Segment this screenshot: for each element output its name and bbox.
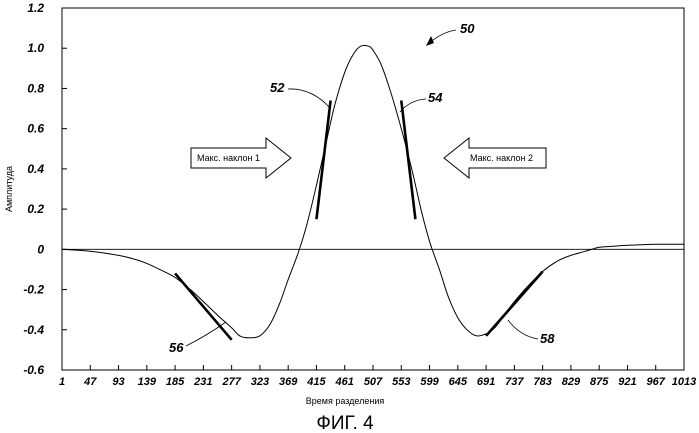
- x-tick-label: 829: [562, 376, 581, 388]
- x-tick-label: 415: [306, 376, 326, 388]
- y-tick-label: 1.0: [27, 41, 44, 55]
- x-tick-label: 921: [618, 376, 636, 388]
- x-tick-label: 645: [449, 376, 468, 388]
- ref-54-leader: [400, 99, 426, 112]
- x-tick-label: 507: [364, 376, 383, 388]
- ref-56: 56: [169, 340, 184, 355]
- x-tick-label: 185: [166, 376, 185, 388]
- slope-segment-2: [401, 101, 415, 220]
- x-tick-label: 553: [392, 376, 410, 388]
- y-tick-label: 0.4: [27, 162, 44, 176]
- y-tick-label: 1.2: [27, 1, 44, 15]
- ref-58: 58: [540, 331, 555, 346]
- figure-caption: ФИГ. 4: [316, 413, 374, 433]
- y-tick-label: 0.6: [27, 122, 44, 136]
- y-tick-label: -0.2: [23, 283, 44, 297]
- x-tick-label: 323: [251, 376, 269, 388]
- x-tick-label: 231: [193, 376, 212, 388]
- x-tick-label: 691: [477, 376, 495, 388]
- series-line: [62, 45, 684, 337]
- x-tick-label: 93: [112, 376, 124, 388]
- slope-segment-4: [486, 271, 543, 335]
- y-axis-label: Амплитуда: [4, 166, 14, 212]
- ref-52-leader: [288, 89, 330, 108]
- x-axis-label: Время разделения: [306, 396, 385, 406]
- x-tick-label: 461: [335, 376, 354, 388]
- slope-segment-1: [316, 101, 330, 220]
- max-slope-1-label: Макс. наклон 1: [197, 153, 260, 163]
- y-tick-label: -0.4: [23, 323, 44, 337]
- ref-50-arrowhead: [426, 36, 434, 46]
- plot-frame: [62, 8, 684, 370]
- x-tick-label: 783: [533, 376, 551, 388]
- x-tick-label: 277: [221, 376, 241, 388]
- ref-54: 54: [428, 90, 443, 105]
- y-tick-label: 0.2: [27, 202, 44, 216]
- ref-58-leader: [508, 320, 538, 339]
- slope-segment-3: [175, 273, 232, 339]
- y-tick-label: 0.8: [27, 81, 44, 95]
- x-tick-label: 875: [590, 376, 609, 388]
- ref-50: 50: [460, 21, 475, 36]
- y-tick-label: 0: [37, 242, 44, 256]
- x-tick-label: 967: [647, 376, 666, 388]
- x-tick-label: 47: [83, 376, 97, 388]
- x-tick-label: 139: [138, 376, 157, 388]
- x-tick-label: 599: [420, 376, 439, 388]
- x-tick-label: 1: [59, 376, 65, 388]
- y-tick-label: -0.6: [23, 363, 44, 377]
- max-slope-2-label: Макс. наклон 2: [470, 153, 533, 163]
- x-tick-label: 1013: [672, 376, 696, 388]
- x-tick-label: 737: [505, 376, 524, 388]
- x-tick-label: 369: [279, 376, 298, 388]
- ref-52: 52: [270, 80, 285, 95]
